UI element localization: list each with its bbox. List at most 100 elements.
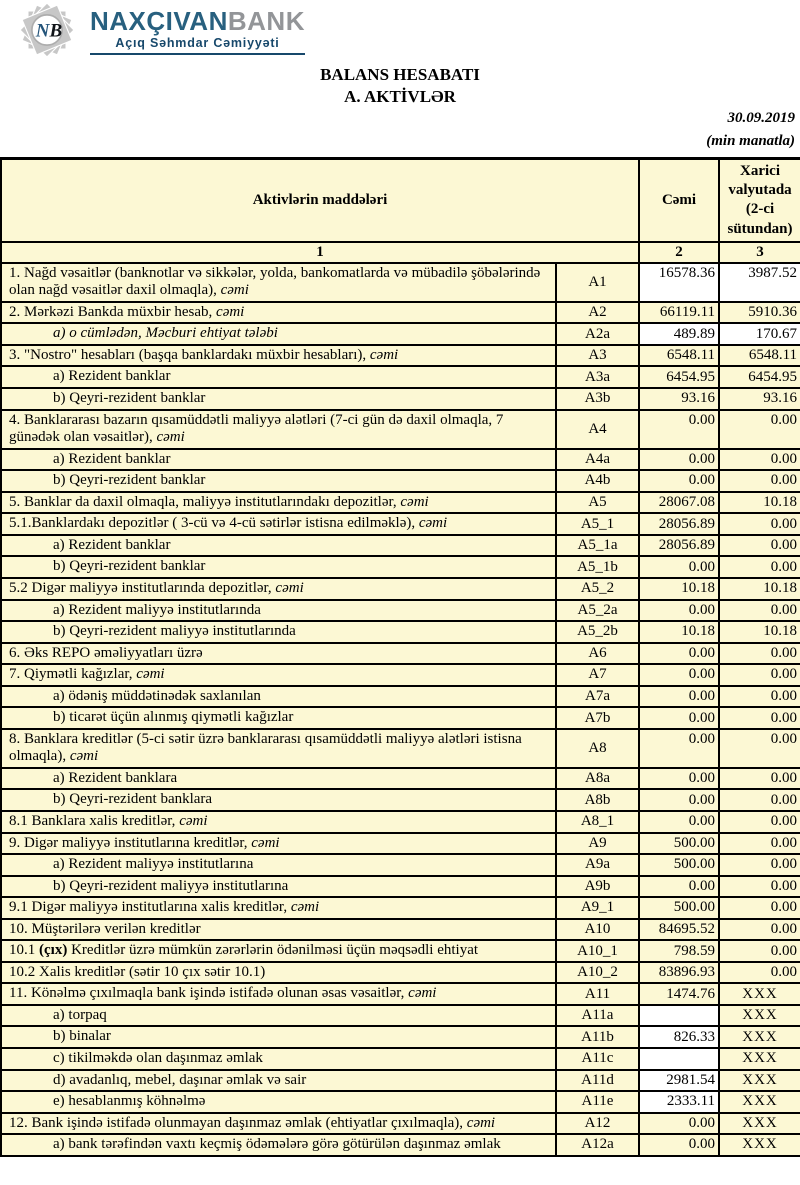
balance-table-header: Aktivlərin maddələri Cəmi Xarici valyuta… — [0, 157, 800, 264]
table-row: b) Qeyri-rezident banklar A5_1b 0.00 0.00 — [0, 555, 800, 579]
row-label: 7. Qiymətli kağızlar, cəmi — [0, 663, 557, 687]
xarici-value-cell: 0.00 — [718, 555, 800, 579]
table-row: e) hesablanmış köhnəlmə A11e 2333.11 XXX — [0, 1090, 800, 1114]
xarici-value-cell: 93.16 — [718, 387, 800, 411]
label-segment: cəmi — [220, 282, 249, 299]
table-row: 11. Könəlmə çıxılmaqla bank işində istif… — [0, 982, 800, 1006]
row-code: A12a — [554, 1133, 641, 1157]
label-segment: 9. Digər maliyyə institutlarına kreditlə… — [9, 834, 252, 851]
column-index-3: 3 — [718, 240, 800, 264]
label-segment: 5.1.Banklardakı depozitlər ( 3-cü və 4-c… — [9, 515, 419, 532]
table-row: a) bank tərəfindən vaxtı keçmiş ödəmələr… — [0, 1133, 800, 1157]
row-label: 8.1 Banklara xalis kreditlər, cəmi — [0, 809, 557, 834]
report-title-line1: BALANS HESABATI — [320, 65, 480, 84]
xarici-value-cell: 10.18 — [718, 490, 800, 515]
xarici-value-cell: 10.18 — [718, 620, 800, 644]
label-segment: 2. Mərkəzi Bankda müxbir hesab, — [9, 303, 217, 320]
cemi-value-cell: 0.00 — [638, 809, 721, 834]
label-segment: b) Qeyri-rezident maliyyə institutlarınd… — [53, 623, 296, 640]
cemi-value-cell: 2981.54 — [638, 1068, 721, 1093]
label-segment: cəmi — [408, 985, 437, 1002]
cemi-value-cell: 83896.93 — [638, 960, 721, 985]
row-label: b) Qeyri-rezident banklara — [0, 788, 557, 812]
xarici-value-cell: 0.00 — [718, 684, 800, 709]
cemi-value-cell — [638, 1003, 721, 1028]
cemi-value-cell: 0.00 — [638, 598, 721, 623]
table-row: 10.2 Xalis kreditlər (sətir 10 çıx sətir… — [0, 960, 800, 985]
xarici-value-cell: XXX — [718, 982, 800, 1006]
row-code: A5_1 — [554, 512, 641, 536]
gear-logo-icon: NB — [19, 2, 75, 58]
cemi-value-cell: 10.18 — [638, 576, 721, 601]
row-label: b) Qeyri-rezident banklar — [0, 555, 557, 579]
label-segment: 9.1 Digər maliyyə institutlarına xalis k… — [9, 899, 291, 916]
report-meta: 30.09.2019 (min manatla) — [706, 107, 795, 154]
xarici-value-cell: 0.00 — [718, 874, 800, 899]
row-code: A3 — [554, 343, 641, 368]
row-label: 1. Nağd vəsaitlər (banknotlar və sikkələ… — [0, 261, 557, 303]
cemi-value-cell: 798.59 — [638, 939, 721, 963]
column-index-2: 2 — [638, 240, 721, 264]
row-code: A9 — [554, 831, 641, 856]
cemi-value-cell: 0.00 — [638, 766, 721, 791]
row-label: a) Rezident banklar — [0, 365, 557, 390]
label-segment: cəmi — [418, 515, 448, 532]
table-row: a) torpaq A11a XXX — [0, 1003, 800, 1028]
cemi-value-cell: 0.00 — [638, 727, 721, 769]
table-row: 8. Banklara kreditlər (5-ci sətir üzrə b… — [0, 727, 800, 769]
xarici-value-cell: XXX — [718, 1133, 800, 1157]
label-segment: 12. Bank işində istifadə olunmayan daşın… — [9, 1114, 467, 1131]
table-row: b) Qeyri-rezident banklar A3b 93.16 93.16 — [0, 387, 800, 411]
row-label: 12. Bank işində istifadə olunmayan daşın… — [0, 1111, 557, 1136]
row-code: A8b — [554, 788, 641, 812]
table-row: 10.1 (çıx) Kreditlər üzrə mümkün zərərlə… — [0, 939, 800, 963]
label-segment: 3. "Nostro" hesabları (başqa banklardakı… — [9, 346, 370, 363]
bank-logo: NB NAXÇIVANBANK Açıq Səhmdar Cəmiyyəti — [14, 2, 305, 58]
row-label: a) torpaq — [0, 1003, 557, 1028]
cemi-value-cell: 0.00 — [638, 684, 721, 709]
xarici-value-cell: 0.00 — [718, 853, 800, 877]
header-total-label: Cəmi — [638, 157, 721, 243]
label-segment: cəmi — [275, 579, 304, 596]
xarici-value-cell: 3987.52 — [718, 261, 800, 303]
table-row: 5.1.Banklardakı depozitlər ( 3-cü və 4-c… — [0, 512, 800, 536]
xarici-value-cell: 0.00 — [718, 663, 800, 687]
cemi-value-cell: 0.00 — [638, 706, 721, 730]
label-segment: cəmi — [156, 429, 185, 446]
row-code: A7b — [554, 706, 641, 730]
cemi-value-cell: 6454.95 — [638, 365, 721, 390]
row-label: 8. Banklara kreditlər (5-ci sətir üzrə b… — [0, 727, 557, 769]
row-label: b) ticarət üçün alınmış qiymətli kağızla… — [0, 706, 557, 730]
label-segment: b) Qeyri-rezident maliyyə institutlarına — [53, 877, 289, 894]
row-label: 5.2 Digər maliyyə institutlarında depozi… — [0, 576, 557, 601]
row-code: A5_1a — [554, 533, 641, 558]
row-label: 10.2 Xalis kreditlər (sətir 10 çıx sətir… — [0, 960, 557, 985]
row-label: c) tikilməkdə olan daşınmaz əmlak — [0, 1047, 557, 1071]
report-date: 30.09.2019 — [727, 110, 796, 126]
xarici-value-cell: 0.00 — [718, 960, 800, 985]
xarici-value-cell: 0.00 — [718, 831, 800, 856]
row-label: 10.1 (çıx) Kreditlər üzrə mümkün zərərlə… — [0, 939, 557, 963]
label-segment: a) ödəniş müddətinədək saxlanılan — [53, 687, 261, 704]
cemi-value-cell: 93.16 — [638, 387, 721, 411]
header-items-label: Aktivlərin maddələri — [0, 157, 641, 243]
table-row: 1. Nağd vəsaitlər (banknotlar və sikkələ… — [0, 261, 800, 303]
row-code: A2a — [554, 322, 641, 346]
xarici-value-cell: 6548.11 — [718, 343, 800, 368]
label-segment: a) Rezident banklar — [53, 450, 171, 467]
report-unit: (min manatla) — [706, 133, 795, 150]
label-segment: e) hesablanmış köhnəlmə — [53, 1093, 206, 1110]
label-segment: cəmi — [290, 899, 320, 916]
row-code: A9a — [554, 853, 641, 877]
row-code: A9b — [554, 874, 641, 899]
xarici-value-cell: XXX — [718, 1111, 800, 1136]
label-segment: 5. Banklar da daxil olmaqla, maliyyə ins… — [9, 493, 401, 510]
row-code: A10_1 — [554, 939, 641, 963]
label-segment: b) ticarət üçün alınmış qiymətli kağızla… — [53, 709, 294, 726]
row-code: A4a — [554, 447, 641, 472]
cemi-value-cell: 28056.89 — [638, 512, 721, 536]
cemi-value-cell: 500.00 — [638, 831, 721, 856]
xarici-value-cell: 0.00 — [718, 727, 800, 769]
cemi-value-cell: 0.00 — [638, 641, 721, 666]
row-label: a) Rezident banklar — [0, 533, 557, 558]
